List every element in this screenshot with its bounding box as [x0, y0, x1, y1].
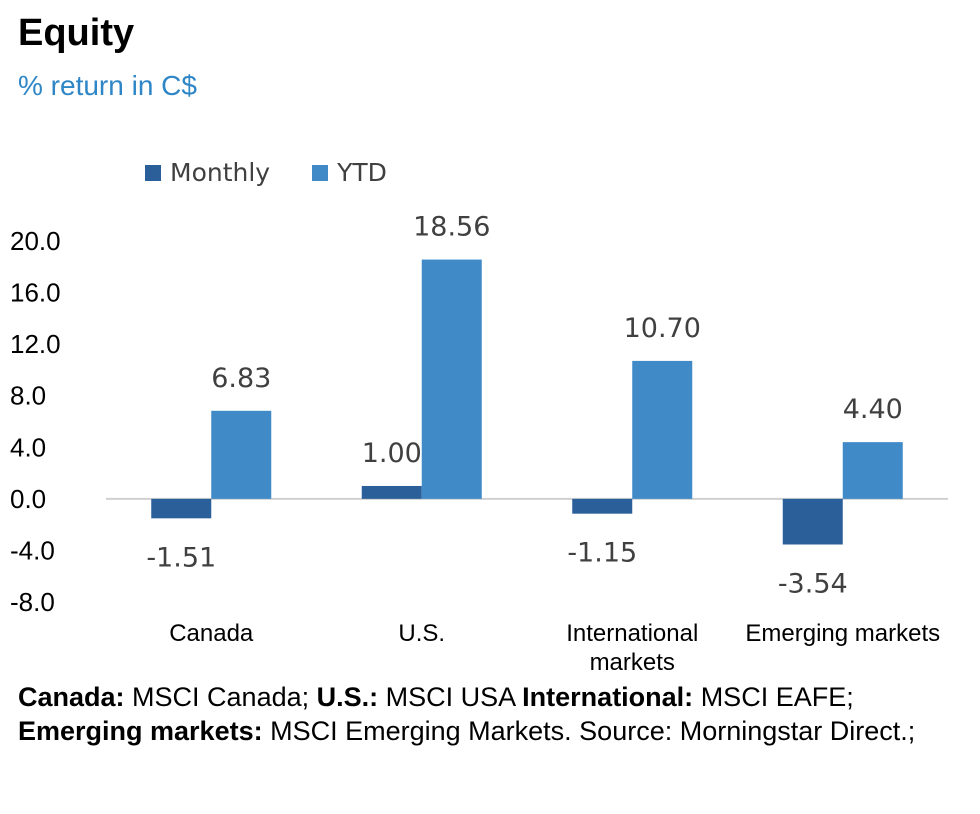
y-tick-label: 20.0	[10, 226, 61, 256]
y-tick-label: 0.0	[10, 484, 46, 514]
y-tick-label: -4.0	[10, 535, 55, 565]
footnote-label-international: International:	[522, 682, 694, 712]
bar-monthly	[572, 498, 633, 514]
footnote: Canada: MSCI Canada; U.S.: MSCI USA Inte…	[18, 680, 958, 748]
footnote-text-canada: MSCI Canada;	[124, 682, 317, 712]
bar-monthly	[151, 498, 212, 519]
x-tick-label: International	[566, 620, 698, 647]
footnote-text-emerging: MSCI Emerging Markets. Source: Morningst…	[262, 716, 916, 746]
data-label-ytd: 10.70	[624, 313, 701, 344]
chart-subtitle: % return in C$	[18, 70, 197, 101]
x-tick-label: markets	[590, 649, 675, 676]
data-label-ytd: 6.83	[211, 363, 271, 394]
bar-monthly	[361, 485, 422, 499]
x-tick-label: Emerging markets	[745, 620, 940, 647]
footnote-text-us: MSCI USA	[378, 682, 523, 712]
x-tick-label: U.S.	[398, 620, 445, 647]
data-label-monthly: -1.15	[567, 538, 637, 569]
legend-label-monthly: Monthly	[170, 158, 271, 187]
bar-ytd	[421, 259, 482, 499]
y-tick-label: -8.0	[10, 587, 55, 617]
chart-title: Equity	[18, 12, 135, 54]
bar-chart: -8.0 -4.0 0.0 4.0 8.0 12.0 16.0 20.0 -1.51 6.83 Ca…	[10, 212, 948, 676]
footnote-label-canada: Canada:	[18, 682, 125, 712]
legend-swatch-ytd	[312, 164, 329, 181]
data-label-monthly: -3.54	[778, 568, 848, 599]
legend-item-ytd: YTD	[312, 158, 387, 187]
legend: Monthly YTD	[145, 158, 429, 187]
data-label-monthly: -1.51	[146, 542, 216, 573]
footnote-text-international: MSCI EAFE;	[693, 682, 854, 712]
bar-ytd	[211, 410, 272, 499]
data-label-ytd: 18.56	[413, 212, 490, 243]
y-tick-label: 16.0	[10, 278, 61, 308]
data-label-monthly: 1.00	[362, 438, 422, 469]
x-tick-label: Canada	[169, 620, 254, 647]
bar-ytd	[632, 360, 693, 499]
footnote-label-us: U.S.:	[316, 682, 379, 712]
legend-label-ytd: YTD	[337, 158, 387, 187]
footnote-label-emerging: Emerging markets:	[18, 716, 263, 746]
y-tick-label: 12.0	[10, 329, 61, 359]
legend-item-monthly: Monthly	[145, 158, 270, 187]
y-tick-label: 8.0	[10, 381, 46, 411]
bar-monthly	[782, 498, 843, 545]
data-label-ytd: 4.40	[843, 394, 903, 425]
y-tick-label: 4.0	[10, 432, 46, 462]
bar-ytd	[842, 442, 903, 499]
legend-swatch-monthly	[145, 164, 161, 181]
